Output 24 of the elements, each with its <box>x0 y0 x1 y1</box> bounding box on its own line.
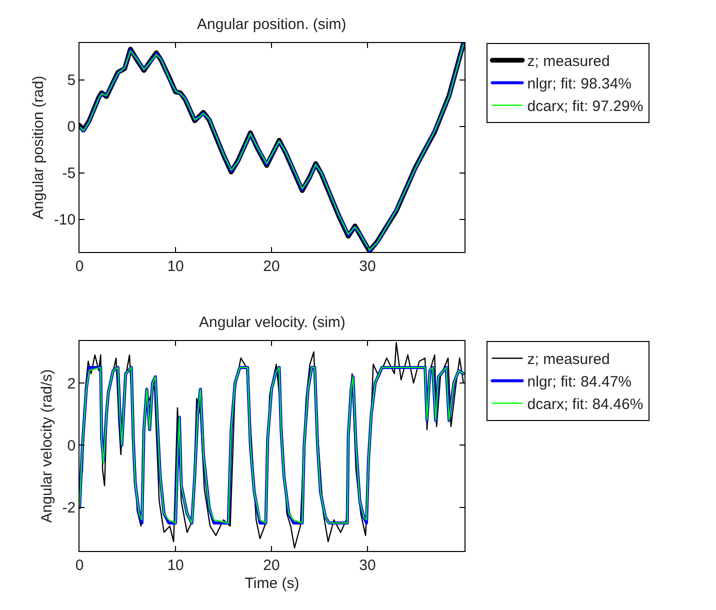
x-tick-label: 20 <box>263 258 280 275</box>
y-tick-label: 5 <box>67 72 76 90</box>
legend-label: z; measured <box>527 351 610 368</box>
x-tick-label: 10 <box>167 258 184 275</box>
y-axis-title: Angular position (rad) <box>30 76 48 220</box>
x-tick-label: 30 <box>359 258 376 275</box>
y-tick-label: -5 <box>62 165 76 182</box>
x-tick-label: 10 <box>167 557 184 574</box>
x-tick-label: 30 <box>359 557 376 574</box>
legend-label: z; measured <box>527 53 610 70</box>
x-tick-label: 20 <box>263 557 280 574</box>
y-tick-label: 0 <box>67 437 76 454</box>
legend-label: dcarx; fit: 84.46% <box>527 396 644 414</box>
legend-label: dcarx; fit: 97.29% <box>527 98 644 116</box>
x-axis-title: Time (s) <box>244 575 300 592</box>
y-tick-label: 0 <box>67 118 76 136</box>
chart-title: Angular velocity. (sim) <box>199 314 346 331</box>
legend-label: nlgr; fit: 84.47% <box>527 374 632 391</box>
legend-label: nlgr; fit: 98.34% <box>527 76 632 93</box>
y-tick-label: 2 <box>67 375 76 392</box>
y-tick-label: -2 <box>62 500 76 517</box>
chart-title: Angular position. (sim) <box>197 16 346 33</box>
y-axis-title: Angular velocity (rad/s) <box>38 369 56 523</box>
y-tick-label: -10 <box>54 212 76 229</box>
